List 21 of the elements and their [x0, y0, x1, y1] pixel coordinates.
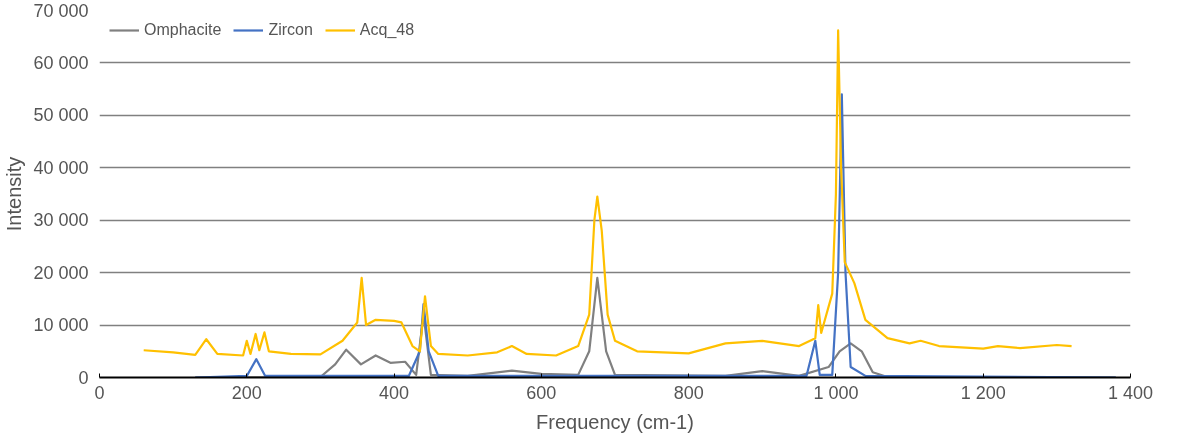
x-tick-label: 1 000	[813, 382, 859, 403]
legend-label: Omphacite	[144, 21, 222, 39]
y-tick-label: 0	[78, 367, 89, 388]
x-tick-label: 600	[526, 382, 557, 403]
y-tick-label: 20 000	[33, 262, 89, 283]
x-axis-title: Frequency (cm-1)	[536, 410, 694, 433]
y-tick-label: 50 000	[33, 105, 89, 126]
y-tick-label: 40 000	[33, 157, 89, 178]
x-tick-label: 1 200	[960, 382, 1006, 403]
legend-label: Zircon	[268, 21, 313, 39]
x-tick-label: 800	[673, 382, 704, 403]
y-tick-label: 10 000	[33, 315, 89, 336]
y-axis-title: Intensity	[3, 156, 26, 232]
x-tick-label: 1 400	[1107, 382, 1154, 403]
y-tick-label: 60 000	[33, 52, 89, 73]
y-tick-label: 70 000	[33, 0, 89, 21]
legend-label: Acq_48	[359, 21, 415, 39]
y-tick-label: 30 000	[33, 210, 89, 231]
x-tick-label: 0	[94, 382, 105, 403]
x-tick-label: 200	[231, 382, 262, 403]
x-tick-label: 400	[379, 382, 410, 403]
